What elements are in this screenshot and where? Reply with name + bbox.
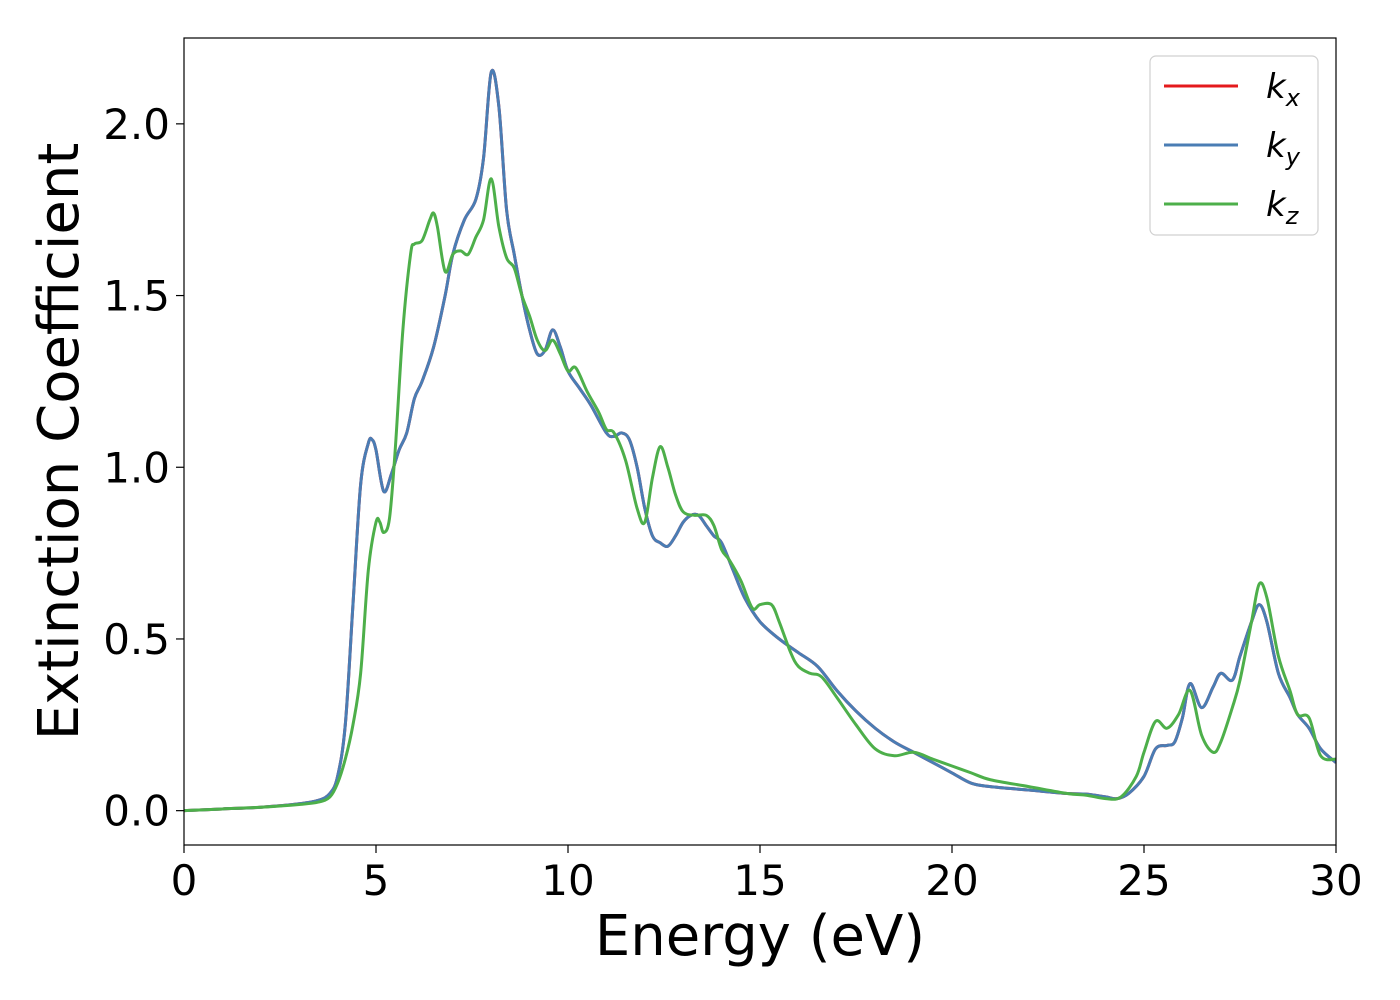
x-tick-label: 30	[1309, 856, 1362, 905]
series-line-ky	[184, 68, 1336, 813]
legend-label: kz	[1266, 185, 1300, 230]
x-tick-label: 5	[363, 856, 390, 905]
x-tick-label: 15	[733, 856, 786, 905]
x-tick-label: 0	[171, 856, 198, 905]
y-axis-title: Extinction Coefficient	[27, 143, 92, 741]
plot-lines	[184, 68, 1336, 813]
x-tick-label: 10	[541, 856, 594, 905]
y-tick-label: 0.0	[103, 787, 170, 836]
y-tick-label: 1.5	[103, 272, 170, 321]
series-line-kz	[184, 177, 1336, 813]
legend-label: ky	[1266, 126, 1301, 171]
legend-label-main: k	[1266, 67, 1287, 107]
legend-label-subscript: x	[1285, 84, 1301, 112]
y-tick-label: 0.5	[103, 615, 170, 664]
y-axis: 0.0 0.5 1.0 1.5 2.0	[103, 100, 184, 836]
legend-label-subscript: y	[1285, 143, 1301, 171]
x-axis: 0 5 10 15 20 25 30	[171, 845, 1363, 905]
y-tick-label: 1.0	[103, 443, 170, 492]
legend-label: kx	[1266, 67, 1301, 112]
x-tick-label: 25	[1117, 856, 1170, 905]
legend-label-main: k	[1266, 185, 1287, 225]
x-axis-title: Energy (eV)	[595, 904, 925, 969]
y-tick-label: 2.0	[103, 100, 170, 149]
x-tick-label: 20	[925, 856, 978, 905]
legend-label-main: k	[1266, 126, 1287, 166]
legend-label-subscript: z	[1285, 202, 1300, 230]
